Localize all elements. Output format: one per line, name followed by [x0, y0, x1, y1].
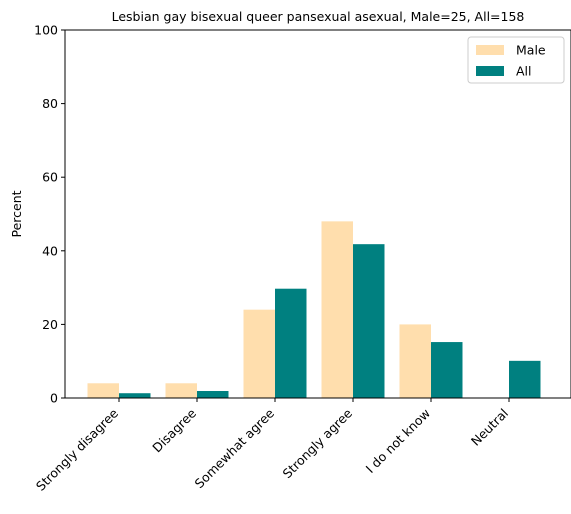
legend-swatch-all [476, 66, 504, 76]
bar-male-somewhat-agree [243, 309, 275, 398]
bar-male-strongly-agree [321, 221, 353, 398]
bar-all-disagree [197, 391, 229, 398]
bar-all-neutral [509, 360, 541, 398]
bar-male-i-do-not-know [399, 324, 431, 398]
y-tick-label: 20 [42, 317, 58, 332]
bars-group [87, 221, 541, 398]
bar-all-i-do-not-know [431, 342, 463, 398]
plot-frame [64, 29, 571, 399]
legend-label-all: All [516, 64, 532, 79]
legend: Male All [467, 36, 565, 84]
x-tick-label: Neutral [468, 406, 511, 449]
x-tick-label: Strongly agree [280, 405, 356, 481]
y-tick-label: 40 [42, 243, 58, 258]
x-tick-label: Disagree [149, 405, 199, 455]
x-tick-label: Somewhat agree [192, 405, 278, 491]
chart-title: Lesbian gay bisexual queer pansexual ase… [112, 9, 525, 24]
bar-all-strongly-disagree [119, 393, 151, 398]
bar-male-strongly-disagree [87, 383, 119, 398]
y-tick-label: 0 [50, 391, 58, 406]
y-axis-label: Percent [9, 190, 24, 237]
bar-all-somewhat-agree [275, 288, 307, 398]
y-tick-label: 60 [42, 170, 58, 185]
x-tick-label: Strongly disagree [33, 405, 121, 493]
legend-label-male: Male [516, 43, 546, 58]
y-tick-label: 100 [34, 23, 58, 38]
x-tick-label: I do not know [363, 406, 434, 477]
y-axis-ticks: 0 20 40 60 80 100 [34, 23, 65, 406]
bar-male-disagree [165, 383, 197, 398]
legend-swatch-male [476, 45, 504, 55]
y-tick-label: 80 [42, 96, 58, 111]
bar-all-strongly-agree [353, 244, 385, 398]
